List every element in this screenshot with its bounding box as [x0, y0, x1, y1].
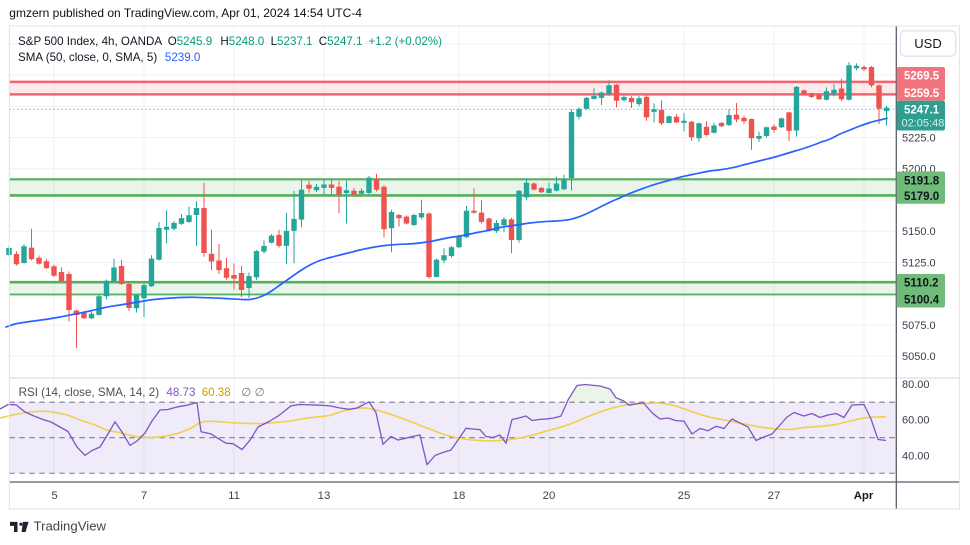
svg-text:H5248.0: H5248.0 — [220, 35, 264, 48]
svg-text:27: 27 — [768, 490, 781, 502]
svg-text:11: 11 — [228, 490, 240, 502]
svg-text:L5237.1: L5237.1 — [271, 35, 313, 48]
svg-text:5110.2: 5110.2 — [904, 277, 939, 289]
svg-text:60.38: 60.38 — [202, 386, 231, 399]
svg-text:5150.0: 5150.0 — [902, 226, 936, 238]
svg-text:TradingView: TradingView — [34, 519, 107, 534]
svg-text:5247.1: 5247.1 — [904, 105, 940, 117]
svg-text:02:05:48: 02:05:48 — [902, 117, 945, 129]
svg-text:48.73: 48.73 — [166, 386, 195, 399]
svg-text:5050.0: 5050.0 — [902, 351, 936, 363]
svg-text:Apr: Apr — [854, 490, 874, 502]
svg-text:+1.2 (+0.02%): +1.2 (+0.02%) — [369, 35, 443, 48]
svg-text:5239.0: 5239.0 — [165, 51, 200, 64]
svg-text:C5247.1: C5247.1 — [319, 35, 363, 48]
svg-text:SMA (50, close, 0, SMA, 5): SMA (50, close, 0, SMA, 5) — [18, 51, 157, 64]
svg-text:80.00: 80.00 — [902, 379, 930, 391]
svg-text:5191.8: 5191.8 — [904, 175, 940, 187]
svg-text:20: 20 — [543, 490, 556, 502]
svg-text:5179.0: 5179.0 — [904, 191, 939, 203]
svg-text:RSI (14, close, SMA, 14, 2): RSI (14, close, SMA, 14, 2) — [19, 386, 160, 399]
svg-text:13: 13 — [318, 490, 331, 502]
svg-text:25: 25 — [678, 490, 691, 502]
svg-text:5125.0: 5125.0 — [902, 257, 936, 269]
svg-text:gmzern published on TradingVie: gmzern published on TradingView.com, Apr… — [9, 6, 362, 20]
svg-text:∅ ∅: ∅ ∅ — [241, 386, 264, 399]
svg-text:5225.0: 5225.0 — [902, 132, 936, 144]
svg-text:5: 5 — [51, 490, 57, 502]
svg-text:5075.0: 5075.0 — [902, 320, 936, 332]
svg-text:18: 18 — [453, 490, 466, 502]
svg-text:USD: USD — [914, 36, 941, 51]
svg-text:5269.5: 5269.5 — [904, 71, 940, 83]
svg-text:O5245.9: O5245.9 — [168, 35, 213, 48]
svg-text:S&P 500 Index, 4h, OANDA: S&P 500 Index, 4h, OANDA — [18, 35, 162, 48]
svg-text:60.00: 60.00 — [902, 415, 930, 427]
svg-text:7: 7 — [141, 490, 147, 502]
svg-text:5259.5: 5259.5 — [904, 88, 940, 100]
svg-text:5100.4: 5100.4 — [904, 295, 940, 307]
svg-text:40.00: 40.00 — [902, 450, 930, 462]
